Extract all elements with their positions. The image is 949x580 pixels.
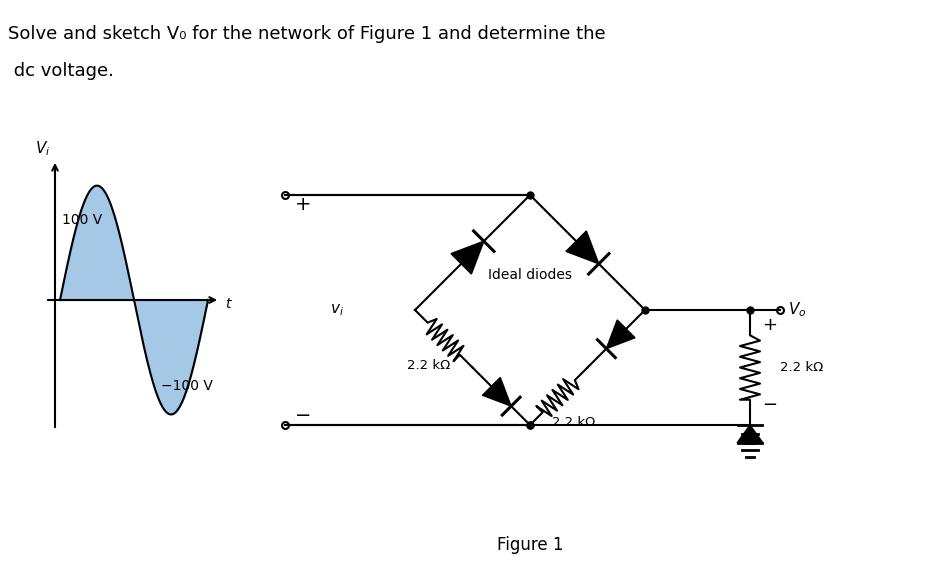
Polygon shape — [482, 378, 512, 406]
Text: +: + — [295, 195, 311, 215]
Text: −: − — [295, 405, 311, 425]
Text: Solve and sketch V₀ for the network of Figure 1 and determine the: Solve and sketch V₀ for the network of F… — [8, 25, 605, 43]
Text: $V_i$: $V_i$ — [35, 139, 50, 158]
Text: −100 V: −100 V — [161, 379, 213, 393]
Text: $V_o$: $V_o$ — [788, 300, 807, 320]
Text: 2.2 kΩ: 2.2 kΩ — [552, 416, 595, 429]
Text: Figure 1: Figure 1 — [496, 536, 564, 554]
Text: dc voltage.: dc voltage. — [8, 62, 114, 80]
Text: $t$: $t$ — [225, 297, 233, 311]
Text: 100 V: 100 V — [62, 213, 102, 227]
Text: 2.2 kΩ: 2.2 kΩ — [407, 359, 451, 372]
Text: $v_i$: $v_i$ — [330, 302, 344, 318]
Polygon shape — [451, 241, 484, 274]
Text: Ideal diodes: Ideal diodes — [488, 268, 572, 282]
Polygon shape — [566, 231, 599, 264]
Text: +: + — [762, 316, 777, 334]
Text: 2.2 kΩ: 2.2 kΩ — [780, 361, 823, 374]
Polygon shape — [737, 425, 763, 443]
Polygon shape — [606, 320, 635, 349]
Text: −: − — [762, 396, 777, 414]
